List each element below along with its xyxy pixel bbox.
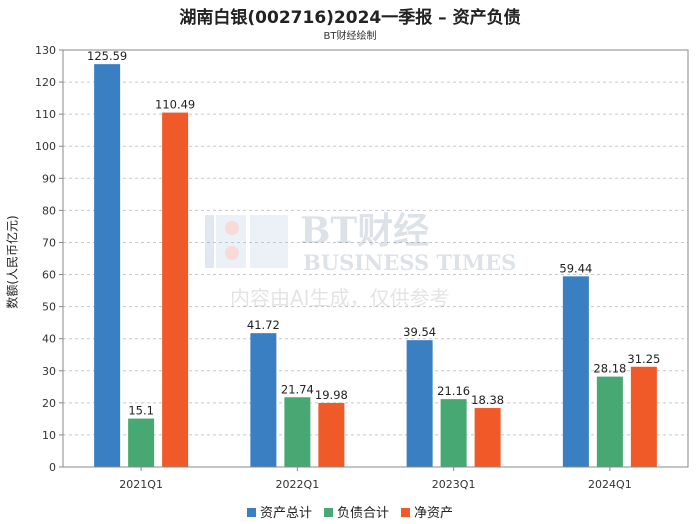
- data-label: 18.38: [471, 393, 504, 407]
- chart-subtitle: BT财经绘制: [323, 31, 377, 42]
- bar-净资产-2024Q1: [630, 366, 657, 467]
- data-label: 21.16: [437, 384, 470, 398]
- y-tick-label: 0: [49, 461, 56, 474]
- y-tick-label: 110: [35, 108, 56, 121]
- bar-资产总计-2023Q1: [406, 340, 433, 467]
- watermark: BT财经 BUSINESS TIMES 内容由AI生成，仅供参考: [205, 210, 516, 310]
- bar-负债合计-2021Q1: [128, 418, 155, 467]
- y-tick-label: 50: [42, 301, 56, 314]
- data-label: 15.1: [128, 404, 154, 418]
- y-tick-label: 10: [42, 429, 56, 442]
- chart-title: 湖南白银(002716)2024一季报 – 资产负债: [179, 8, 521, 28]
- y-tick-label: 20: [42, 397, 56, 410]
- data-label: 59.44: [559, 261, 592, 275]
- legend-item: 净资产: [401, 502, 453, 521]
- watermark-logo-text: BT财经: [300, 210, 429, 252]
- bar-净资产-2021Q1: [162, 112, 189, 467]
- watermark-logo-bar: [205, 215, 214, 268]
- bar-资产总计-2021Q1: [94, 64, 121, 467]
- plot-frame: [62, 49, 689, 468]
- legend-swatch: [246, 508, 256, 517]
- legend-swatch: [323, 508, 333, 517]
- bar-净资产-2022Q1: [318, 402, 345, 467]
- legend-item: 资产总计: [246, 502, 312, 521]
- legend-label: 负债合计: [336, 506, 389, 521]
- data-label: 39.54: [403, 325, 436, 339]
- watermark-logo-block: [216, 215, 246, 268]
- y-tick-label: 80: [42, 204, 56, 217]
- y-tick-label: 100: [35, 140, 56, 153]
- axes: 0 10 20 30 40 50 60 70 80 90 100 110 120 130 2021Q1 202…: [35, 44, 689, 491]
- bar-资产总计-2024Q1: [562, 276, 589, 467]
- legend-item: 负债合计: [323, 502, 389, 521]
- bar-资产总计-2022Q1: [250, 333, 277, 467]
- data-label: 19.98: [315, 388, 348, 402]
- legend-label: 资产总计: [259, 506, 312, 521]
- data-label: 125.59: [87, 49, 127, 63]
- y-tick-label: 120: [35, 76, 56, 89]
- legend: 资产总计 负债合计 净资产: [0, 502, 700, 521]
- y-tick-label: 90: [42, 172, 56, 185]
- legend-label: 净资产: [414, 506, 454, 521]
- bars: [94, 64, 657, 467]
- data-label: 110.49: [155, 98, 195, 112]
- legend-swatch: [401, 508, 410, 517]
- x-tick-label: 2022Q1: [276, 478, 320, 491]
- data-label: 28.18: [593, 362, 626, 376]
- y-tick-label: 40: [42, 333, 56, 346]
- data-label: 41.72: [247, 318, 280, 332]
- watermark-logo-subtext: BUSINESS TIMES: [303, 250, 516, 275]
- watermark-logo-dot-bottom: [225, 246, 239, 260]
- data-label: 21.74: [281, 382, 314, 396]
- bar-负债合计-2023Q1: [440, 399, 467, 467]
- watermark-logo-block-right: [250, 215, 288, 268]
- data-labels: 125.59 15.1 110.49 41.72 21.74 19.98 39.54 21.1…: [87, 49, 660, 417]
- bar-负债合计-2024Q1: [596, 376, 623, 467]
- y-tick-label: 70: [42, 236, 56, 249]
- x-tick-label: 2023Q1: [432, 478, 476, 491]
- watermark-notice: 内容由AI生成，仅供参考: [230, 286, 450, 310]
- bar-负债合计-2022Q1: [284, 397, 311, 467]
- bar-净资产-2023Q1: [474, 408, 501, 467]
- data-label: 31.25: [627, 352, 660, 366]
- watermark-logo-dot-top: [225, 221, 239, 235]
- x-tick-label: 2024Q1: [588, 478, 632, 491]
- y-tick-label: 130: [35, 44, 56, 57]
- y-tick-label: 30: [42, 365, 56, 378]
- x-tick-label: 2021Q1: [119, 478, 163, 491]
- y-tick-label: 60: [42, 269, 56, 282]
